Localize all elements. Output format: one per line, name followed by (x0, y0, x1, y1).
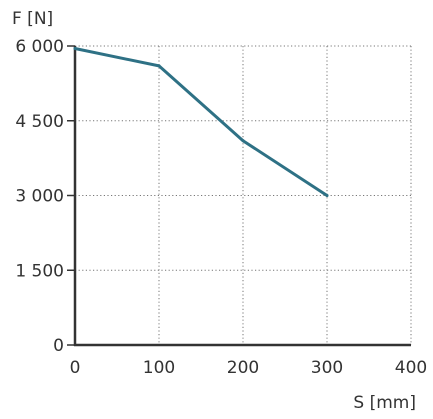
y-tick-label: 0 (53, 336, 64, 356)
x-tick-label: 100 (143, 358, 175, 378)
data-point (325, 194, 329, 197)
data-point (157, 64, 161, 68)
axes (67, 45, 411, 347)
y-tick-label: 6 000 (15, 37, 64, 57)
x-tick-label: 300 (311, 358, 343, 378)
tick-labels: 0 1 500 3 000 4 500 6 000 0 100 200 300 400 (15, 37, 427, 378)
x-axis-title: S [mm] (353, 393, 416, 413)
x-tick-label: 400 (395, 358, 427, 378)
data-series (73, 46, 329, 197)
series-line (73, 47, 329, 197)
x-tick-label: 0 (70, 358, 81, 378)
data-point (73, 46, 77, 50)
grid-lines (75, 45, 412, 345)
y-tick-label: 4 500 (15, 112, 64, 132)
x-tick-label: 200 (227, 358, 259, 378)
data-point (241, 139, 245, 143)
y-axis-title: F [N] (12, 9, 53, 29)
y-tick-label: 1 500 (15, 261, 64, 281)
y-tick-label: 3 000 (15, 187, 64, 207)
